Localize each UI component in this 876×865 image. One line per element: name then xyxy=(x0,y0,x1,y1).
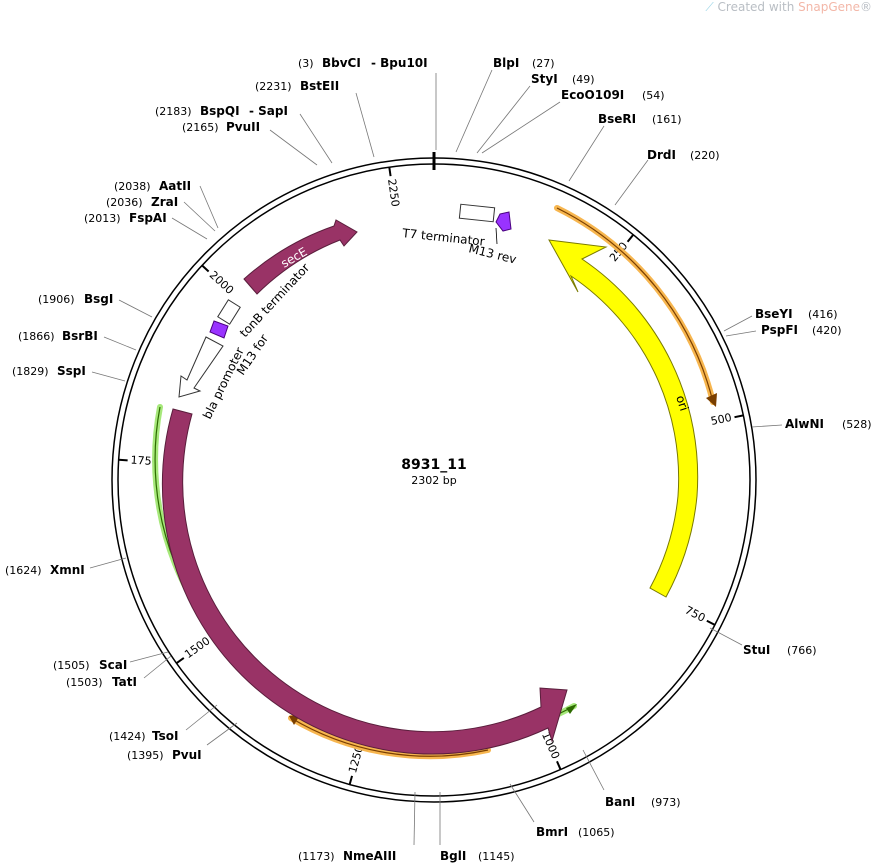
tick-mark xyxy=(201,264,210,273)
site-pos-BlpI: (27) xyxy=(532,57,555,70)
tick-label: 1500 xyxy=(182,634,212,661)
tick-mark xyxy=(734,414,744,419)
site-pos-NmeAIII: (1173) xyxy=(298,850,335,863)
site-name-PvuI[interactable]: PvuI xyxy=(172,748,202,762)
site-name-BmrI[interactable]: BmrI xyxy=(536,825,568,839)
tick-label: 2000 xyxy=(207,268,236,297)
site-name-AlwNI[interactable]: AlwNI xyxy=(785,417,824,431)
feature-label-M13-rev: M13 rev xyxy=(467,241,518,266)
site-name-DrdI[interactable]: DrdI xyxy=(647,148,676,162)
site-name-BanI[interactable]: BanI xyxy=(605,795,635,809)
tick-mark xyxy=(348,775,354,785)
site-name-FspAI[interactable]: FspAI xyxy=(129,211,167,225)
site-pos-BanI: (973) xyxy=(651,796,681,809)
site-name-Bpu10I[interactable]: - Bpu10I xyxy=(371,56,428,70)
feature-M13-rev[interactable] xyxy=(495,211,512,232)
site-pos-BglI: (1145) xyxy=(478,850,515,863)
site-name-BsrBI[interactable]: BsrBI xyxy=(62,329,98,343)
site-pos-TatI: (1503) xyxy=(66,676,103,689)
site-pos-PvuI: (1395) xyxy=(127,749,164,762)
feature-tonB-terminator[interactable] xyxy=(217,299,241,325)
site-name-BstEII[interactable]: BstEII xyxy=(300,79,339,93)
feature-ori[interactable] xyxy=(548,239,699,598)
site-name-AatII[interactable]: AatII xyxy=(159,179,191,193)
site-name-StyI[interactable]: StyI xyxy=(531,72,558,86)
site-pos-BmrI: (1065) xyxy=(578,826,615,839)
tick-mark xyxy=(626,234,635,243)
site-name-BbvCI[interactable]: BbvCI xyxy=(322,56,361,70)
tick-label: 1750 xyxy=(130,454,159,469)
tick-mark xyxy=(388,167,392,177)
site-pos-StyI: (49) xyxy=(572,73,595,86)
site-pos-BsrBI: (1866) xyxy=(18,330,55,343)
features xyxy=(152,203,717,760)
site-pos-AatII: (2038) xyxy=(114,180,151,193)
site-name-BseYI[interactable]: BseYI xyxy=(755,307,793,321)
feature-secE[interactable] xyxy=(243,219,358,295)
site-name-BglI[interactable]: BglI xyxy=(440,849,466,863)
site-pos-BseRI: (161) xyxy=(652,113,682,126)
site-name-ScaI[interactable]: ScaI xyxy=(99,658,127,672)
site-name-BlpI[interactable]: BlpI xyxy=(493,56,519,70)
site-name-TatI[interactable]: TatI xyxy=(112,675,137,689)
feature-bla-strand xyxy=(152,404,577,745)
site-name-ZraI[interactable]: ZraI xyxy=(151,195,178,209)
site-pos-EcoO109I: (54) xyxy=(642,89,665,102)
site-pos-TsoI: (1424) xyxy=(109,730,146,743)
tick-label: 2250 xyxy=(385,178,402,208)
watermark: ⟋ Created with SnapGene® xyxy=(705,0,872,14)
site-name-EcoO109I[interactable]: EcoO109I xyxy=(561,88,624,102)
plasmid-name: 8931_11 xyxy=(401,457,466,473)
site-name-TsoI[interactable]: TsoI xyxy=(152,729,178,743)
site-name-PvuII[interactable]: PvuII xyxy=(226,120,260,134)
site-name-BsgI[interactable]: BsgI xyxy=(84,292,113,306)
site-name-NmeAIII[interactable]: NmeAIII xyxy=(343,849,396,863)
site-pos-BbvCI: (3) xyxy=(298,57,314,70)
site-pos-XmnI: (1624) xyxy=(5,564,42,577)
site-pos-AlwNI: (528) xyxy=(842,418,872,431)
feature-M13-for[interactable] xyxy=(209,320,229,339)
feature-T7-terminator[interactable] xyxy=(458,203,496,223)
site-pos-ScaI: (1505) xyxy=(53,659,90,672)
site-name-StuI[interactable]: StuI xyxy=(743,643,770,657)
site-pos-BspQI: (2183) xyxy=(155,105,192,118)
tick-label: 750 xyxy=(683,604,708,625)
tick-mark xyxy=(175,657,185,664)
site-pos-DrdI: (220) xyxy=(690,149,720,162)
tick-mark xyxy=(118,458,128,462)
plasmid-length: 2302 bp xyxy=(411,474,456,487)
site-pos-StuI: (766) xyxy=(787,644,817,657)
site-pos-BstEII: (2231) xyxy=(255,80,292,93)
site-pos-BseYI: (416) xyxy=(808,308,838,321)
watermark-logo-icon: ⟋ xyxy=(705,0,714,14)
feature-bla-promoter[interactable] xyxy=(178,336,224,398)
tick-mark xyxy=(706,619,716,626)
site-pos-SspI: (1829) xyxy=(12,365,49,378)
tick-mark xyxy=(556,760,562,770)
site-pos-ZraI: (2036) xyxy=(106,196,143,209)
restriction-sites: (3) BbvCI - Bpu10I BlpI (27) StyI (49) E… xyxy=(5,56,872,863)
site-pos-PvuII: (2165) xyxy=(182,121,219,134)
site-pos-BsgI: (1906) xyxy=(38,293,75,306)
site-name-PspFI[interactable]: PspFI xyxy=(761,323,798,337)
site-pos-FspAI: (2013) xyxy=(84,212,121,225)
site-name-SspI[interactable]: SspI xyxy=(57,364,86,378)
feature-label-ori: ori xyxy=(673,394,691,413)
site-pos-PspFI: (420) xyxy=(812,324,842,337)
site-name-SapI[interactable]: - SapI xyxy=(249,104,288,118)
site-name-BspQI[interactable]: BspQI xyxy=(200,104,240,118)
feature-bla[interactable] xyxy=(161,408,568,755)
tick-label: 500 xyxy=(710,411,733,428)
site-name-XmnI[interactable]: XmnI xyxy=(50,563,85,577)
site-name-BseRI[interactable]: BseRI xyxy=(598,112,636,126)
